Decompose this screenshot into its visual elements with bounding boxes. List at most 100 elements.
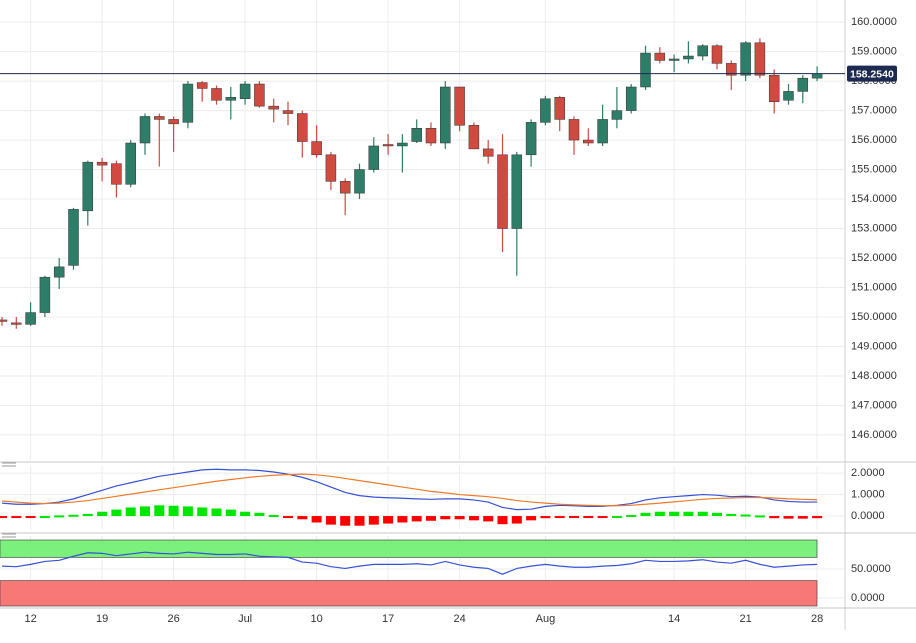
candle-body — [125, 142, 136, 185]
y-tick-label: 151.0000 — [851, 281, 897, 293]
histogram-bar — [726, 513, 737, 517]
histogram-bar — [654, 511, 665, 517]
histogram-bar — [125, 507, 136, 517]
histogram-bar — [225, 509, 236, 517]
candle-body — [25, 312, 36, 325]
histogram-bar — [154, 505, 165, 517]
panel-handle[interactable] — [2, 462, 16, 467]
histogram-bar — [640, 512, 651, 517]
candle-body — [82, 161, 94, 212]
candle-body — [0, 319, 8, 322]
histogram-bar — [812, 516, 823, 519]
candle-body — [311, 141, 322, 156]
candle-body — [482, 148, 494, 157]
histogram-bar — [297, 516, 308, 520]
histogram-bar — [712, 512, 722, 517]
candle-body — [268, 105, 279, 110]
histogram-bar — [511, 516, 522, 524]
candle-body — [754, 42, 766, 76]
candle-body — [225, 97, 237, 101]
candle-body — [654, 52, 666, 61]
histogram-bar — [397, 516, 408, 523]
y-tick-label: 0.0000 — [851, 592, 885, 604]
candle-body — [454, 86, 465, 126]
candle-body — [783, 91, 794, 101]
candle-body — [339, 181, 351, 194]
histogram-bar — [182, 506, 193, 517]
histogram-bar — [68, 514, 79, 517]
candle-body — [154, 116, 165, 120]
histogram-bar — [611, 516, 622, 519]
y-tick-label: 50.0000 — [851, 563, 891, 575]
histogram-bar — [354, 516, 365, 526]
x-tick-label: 14 — [668, 613, 680, 625]
candle-body — [583, 139, 594, 144]
candle-body — [811, 73, 823, 79]
candle-body — [568, 119, 580, 141]
histogram-bar — [383, 516, 394, 524]
candle-body — [668, 58, 680, 61]
histogram-bar — [283, 516, 293, 519]
y-tick-label: 155.0000 — [851, 163, 897, 175]
histogram-bar — [697, 511, 708, 517]
histogram-bar — [440, 516, 451, 520]
candle-body — [711, 45, 723, 64]
histogram-bar — [540, 516, 551, 519]
histogram-bar — [740, 514, 751, 517]
candle-body — [468, 125, 480, 150]
y-tick-label: 154.0000 — [851, 193, 897, 205]
candle-body — [53, 266, 65, 278]
candle-body — [540, 98, 551, 123]
histogram-bar — [797, 516, 808, 519]
histogram-bar — [168, 505, 179, 517]
histogram-bar — [325, 516, 336, 525]
candle-body — [297, 113, 308, 142]
last-price-label: 158.2540 — [850, 68, 894, 80]
histogram-bar — [626, 514, 637, 517]
histogram-bar — [769, 516, 780, 519]
histogram-bar — [754, 515, 765, 518]
candle-body — [39, 276, 51, 313]
histogram-bar — [25, 516, 36, 519]
histogram-bar — [140, 506, 150, 517]
x-tick-label: Aug — [536, 613, 556, 625]
candle-body — [697, 45, 708, 57]
indicator-line — [1, 551, 818, 575]
histogram-bar — [569, 516, 579, 519]
histogram-bar — [311, 516, 322, 523]
y-tick-label: 153.0000 — [851, 222, 897, 234]
histogram-bar — [0, 516, 7, 519]
histogram-bar — [368, 516, 379, 525]
x-tick-label: 26 — [167, 613, 179, 625]
histogram-bar — [211, 508, 222, 517]
candle-body — [139, 116, 151, 144]
histogram-bar — [483, 516, 494, 522]
histogram-bar — [597, 516, 608, 519]
x-tick-label: Jul — [238, 613, 252, 625]
candle-body — [368, 145, 380, 170]
histogram-bar — [554, 516, 565, 519]
candle-body — [11, 322, 22, 325]
histogram-bar — [82, 513, 93, 517]
candle-body — [111, 163, 122, 185]
candle-body — [282, 110, 294, 114]
y-tick-label: 159.0000 — [851, 46, 897, 58]
panel-handle[interactable] — [2, 533, 16, 538]
candle-body — [96, 161, 108, 166]
candle-body — [182, 83, 194, 123]
y-tick-label: 156.0000 — [851, 134, 897, 146]
x-tick-label: 19 — [96, 613, 108, 625]
y-tick-label: 146.0000 — [851, 429, 897, 441]
x-tick-label: 17 — [382, 613, 394, 625]
histogram-bar — [411, 516, 422, 522]
histogram-bar — [240, 511, 251, 517]
candle-body — [683, 55, 694, 60]
histogram-bar — [97, 511, 108, 517]
x-tick-label: 21 — [739, 613, 751, 625]
candle-body — [354, 169, 365, 194]
candle-body — [411, 128, 422, 142]
x-tick-label: 28 — [811, 613, 823, 625]
y-tick-label: 148.0000 — [851, 370, 897, 382]
y-tick-label: 0.0000 — [851, 510, 885, 522]
